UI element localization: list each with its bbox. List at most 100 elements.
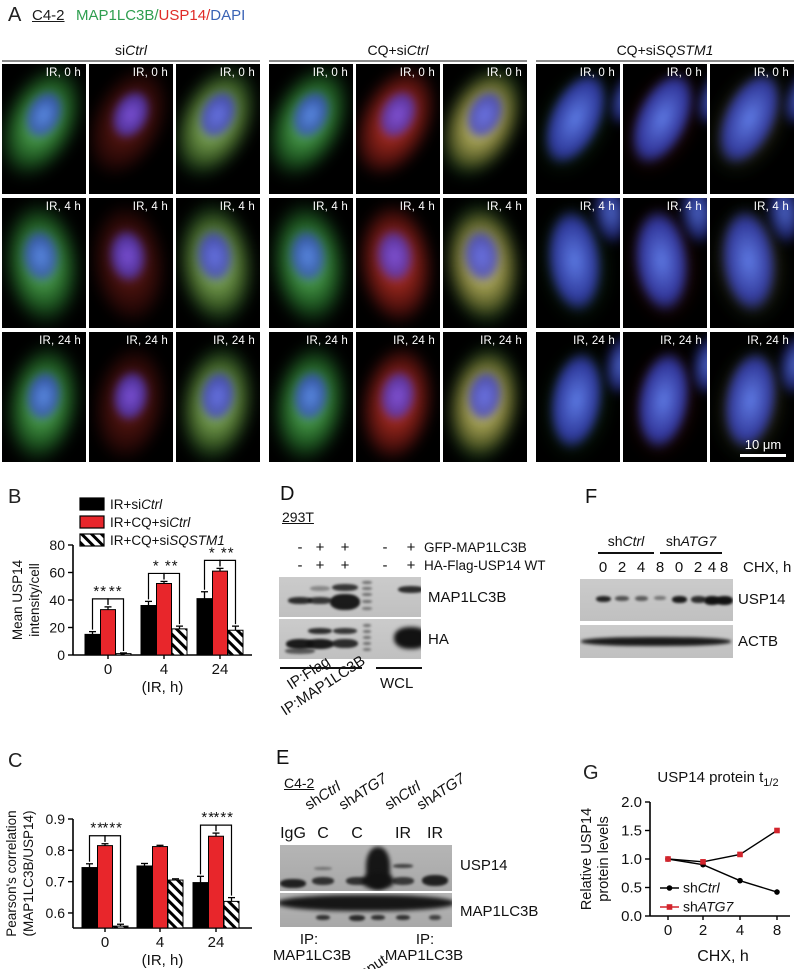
svg-text:**: ** <box>93 583 107 600</box>
protein-band <box>396 915 410 920</box>
svg-text:0.9: 0.9 <box>46 811 66 827</box>
svg-text:**: ** <box>90 820 104 837</box>
cell-image <box>623 64 707 194</box>
sh-condition-label: shATG7 <box>413 770 469 814</box>
svg-text:Pearson's correlation: Pearson's correlation <box>4 810 19 936</box>
micrograph-tile: IR, 24 h 10 μm <box>710 332 794 462</box>
micrograph-tile: IR, 4 h <box>536 198 620 328</box>
svg-text:0.7: 0.7 <box>46 874 66 890</box>
cell-image <box>269 198 353 328</box>
micrograph-tile: IR, 24 h <box>623 332 707 462</box>
tile-time-label: IR, 4 h <box>399 201 435 213</box>
lane-sign: - <box>297 539 303 556</box>
micrograph-tile: IR, 4 h <box>623 198 707 328</box>
protein-band <box>429 915 441 920</box>
protein-band <box>371 915 385 920</box>
panel-a-letter: A <box>8 4 22 26</box>
cell-image <box>356 332 440 462</box>
protein-band <box>362 607 372 610</box>
tile-time-label: IR, 0 h <box>753 67 789 79</box>
blot-map1lc3b <box>279 577 421 617</box>
panel-d-letter: D <box>280 483 295 505</box>
micrograph-tile: IR, 4 h <box>269 198 353 328</box>
group-rule <box>660 552 722 554</box>
ip-target-right: MAP1LC3B <box>384 947 464 964</box>
micrograph-tile: IR, 0 h <box>89 64 173 194</box>
protein-band <box>392 877 414 885</box>
scale-bar: 10 μm <box>740 437 786 457</box>
tile-time-label: IR, 0 h <box>219 67 255 79</box>
cell-image <box>2 198 86 328</box>
micrograph-tile: IR, 24 h <box>269 332 353 462</box>
wcl-lanes-rule <box>376 667 422 669</box>
svg-text:intensity/cell: intensity/cell <box>27 563 42 637</box>
tile-time-label: IR, 24 h <box>213 335 255 347</box>
svg-text:***: *** <box>102 820 123 837</box>
svg-text:60: 60 <box>49 565 65 581</box>
blot-label-usp14: USP14 <box>460 857 508 874</box>
protein-band <box>308 597 332 604</box>
micrograph-tile: IR, 4 h <box>89 198 173 328</box>
protein-band <box>362 593 372 596</box>
svg-text:0: 0 <box>664 922 672 939</box>
chx-lane-number: 2 <box>617 559 627 576</box>
svg-text:24: 24 <box>212 661 229 678</box>
tile-time-label: IR, 0 h <box>486 67 522 79</box>
lane-sign: + <box>340 539 350 556</box>
tile-time-label: IR, 4 h <box>312 201 348 213</box>
panel-d-coip-blot: D 293T - + + - + GFP-MAP1LC3B - + + - + HA-Flag-USP14… <box>278 483 578 735</box>
protein-band <box>363 642 371 645</box>
micrograph-tile: IR, 0 h <box>269 64 353 194</box>
svg-text:Mean USP14: Mean USP14 <box>10 559 25 640</box>
sh-ctrl-label: shCtrl <box>607 533 645 549</box>
micrograph-tile: IR, 0 h <box>356 64 440 194</box>
svg-text:24: 24 <box>208 934 225 951</box>
tile-time-label: IR, 24 h <box>306 335 348 347</box>
svg-text:0: 0 <box>101 934 109 951</box>
protein-band <box>362 587 372 590</box>
protein-band <box>362 600 372 603</box>
panel-b-letter: B <box>8 486 22 508</box>
protein-band <box>349 915 365 921</box>
tile-time-label: IR, 0 h <box>666 67 702 79</box>
tile-time-label: IR, 0 h <box>45 67 81 79</box>
blot-map1lc3b <box>280 893 452 927</box>
svg-text:8: 8 <box>773 922 781 939</box>
protein-band <box>363 630 371 633</box>
protein-band <box>671 596 687 603</box>
cell-image <box>443 332 527 462</box>
tile-time-label: IR, 4 h <box>579 201 615 213</box>
svg-text:(IR, h): (IR, h) <box>142 679 184 696</box>
protein-band <box>398 586 421 593</box>
construct-label: HA-Flag-USP14 WT <box>424 558 546 573</box>
panel-d-cell-line: 293T <box>282 509 314 525</box>
chx-lane-number: 2 <box>693 559 703 576</box>
chart-pearsons-correlation: 0.6 0.7 0.8 0.9 0 4 24 (IR, h) Pearson's correla… <box>4 809 252 969</box>
micrograph-grid: siCtrl IR, 0 h IR, 0 h IR, 0 h IR, 4 h IR, 4 … <box>0 0 800 466</box>
construct-label: GFP-MAP1LC3B <box>424 540 527 555</box>
micrograph-tile: IR, 0 h <box>176 64 260 194</box>
protein-band <box>310 586 330 591</box>
svg-text:(MAP1LC3B/USP14): (MAP1LC3B/USP14) <box>21 810 36 936</box>
cell-image <box>2 64 86 194</box>
svg-text:CHX, h: CHX, h <box>697 948 749 965</box>
lane-sign: + <box>406 557 416 574</box>
blot-label-usp14: USP14 <box>738 591 786 608</box>
cell-image <box>710 64 794 194</box>
svg-text:4: 4 <box>736 922 744 939</box>
tile-time-label: IR, 24 h <box>393 335 435 347</box>
lane-sign: + <box>340 557 350 574</box>
micrograph-tile: IR, 24 h <box>356 332 440 462</box>
micrograph-tile: IR, 24 h <box>2 332 86 462</box>
micrograph-group-rule <box>536 60 794 62</box>
ip-label-right: IP: <box>415 931 435 948</box>
svg-text:**: ** <box>221 544 235 561</box>
protein-band <box>393 864 413 868</box>
micrograph-group-label: CQ+siSQSTM1 <box>616 42 714 58</box>
tile-time-label: IR, 24 h <box>747 335 789 347</box>
svg-text:USP14 protein t1/2: USP14 protein t1/2 <box>657 769 778 789</box>
svg-text:4: 4 <box>156 934 164 951</box>
svg-text:IR+CQ+siCtrl: IR+CQ+siCtrl <box>110 515 191 530</box>
blot-usp14 <box>580 579 733 621</box>
chx-lane-number: 4 <box>636 559 646 576</box>
